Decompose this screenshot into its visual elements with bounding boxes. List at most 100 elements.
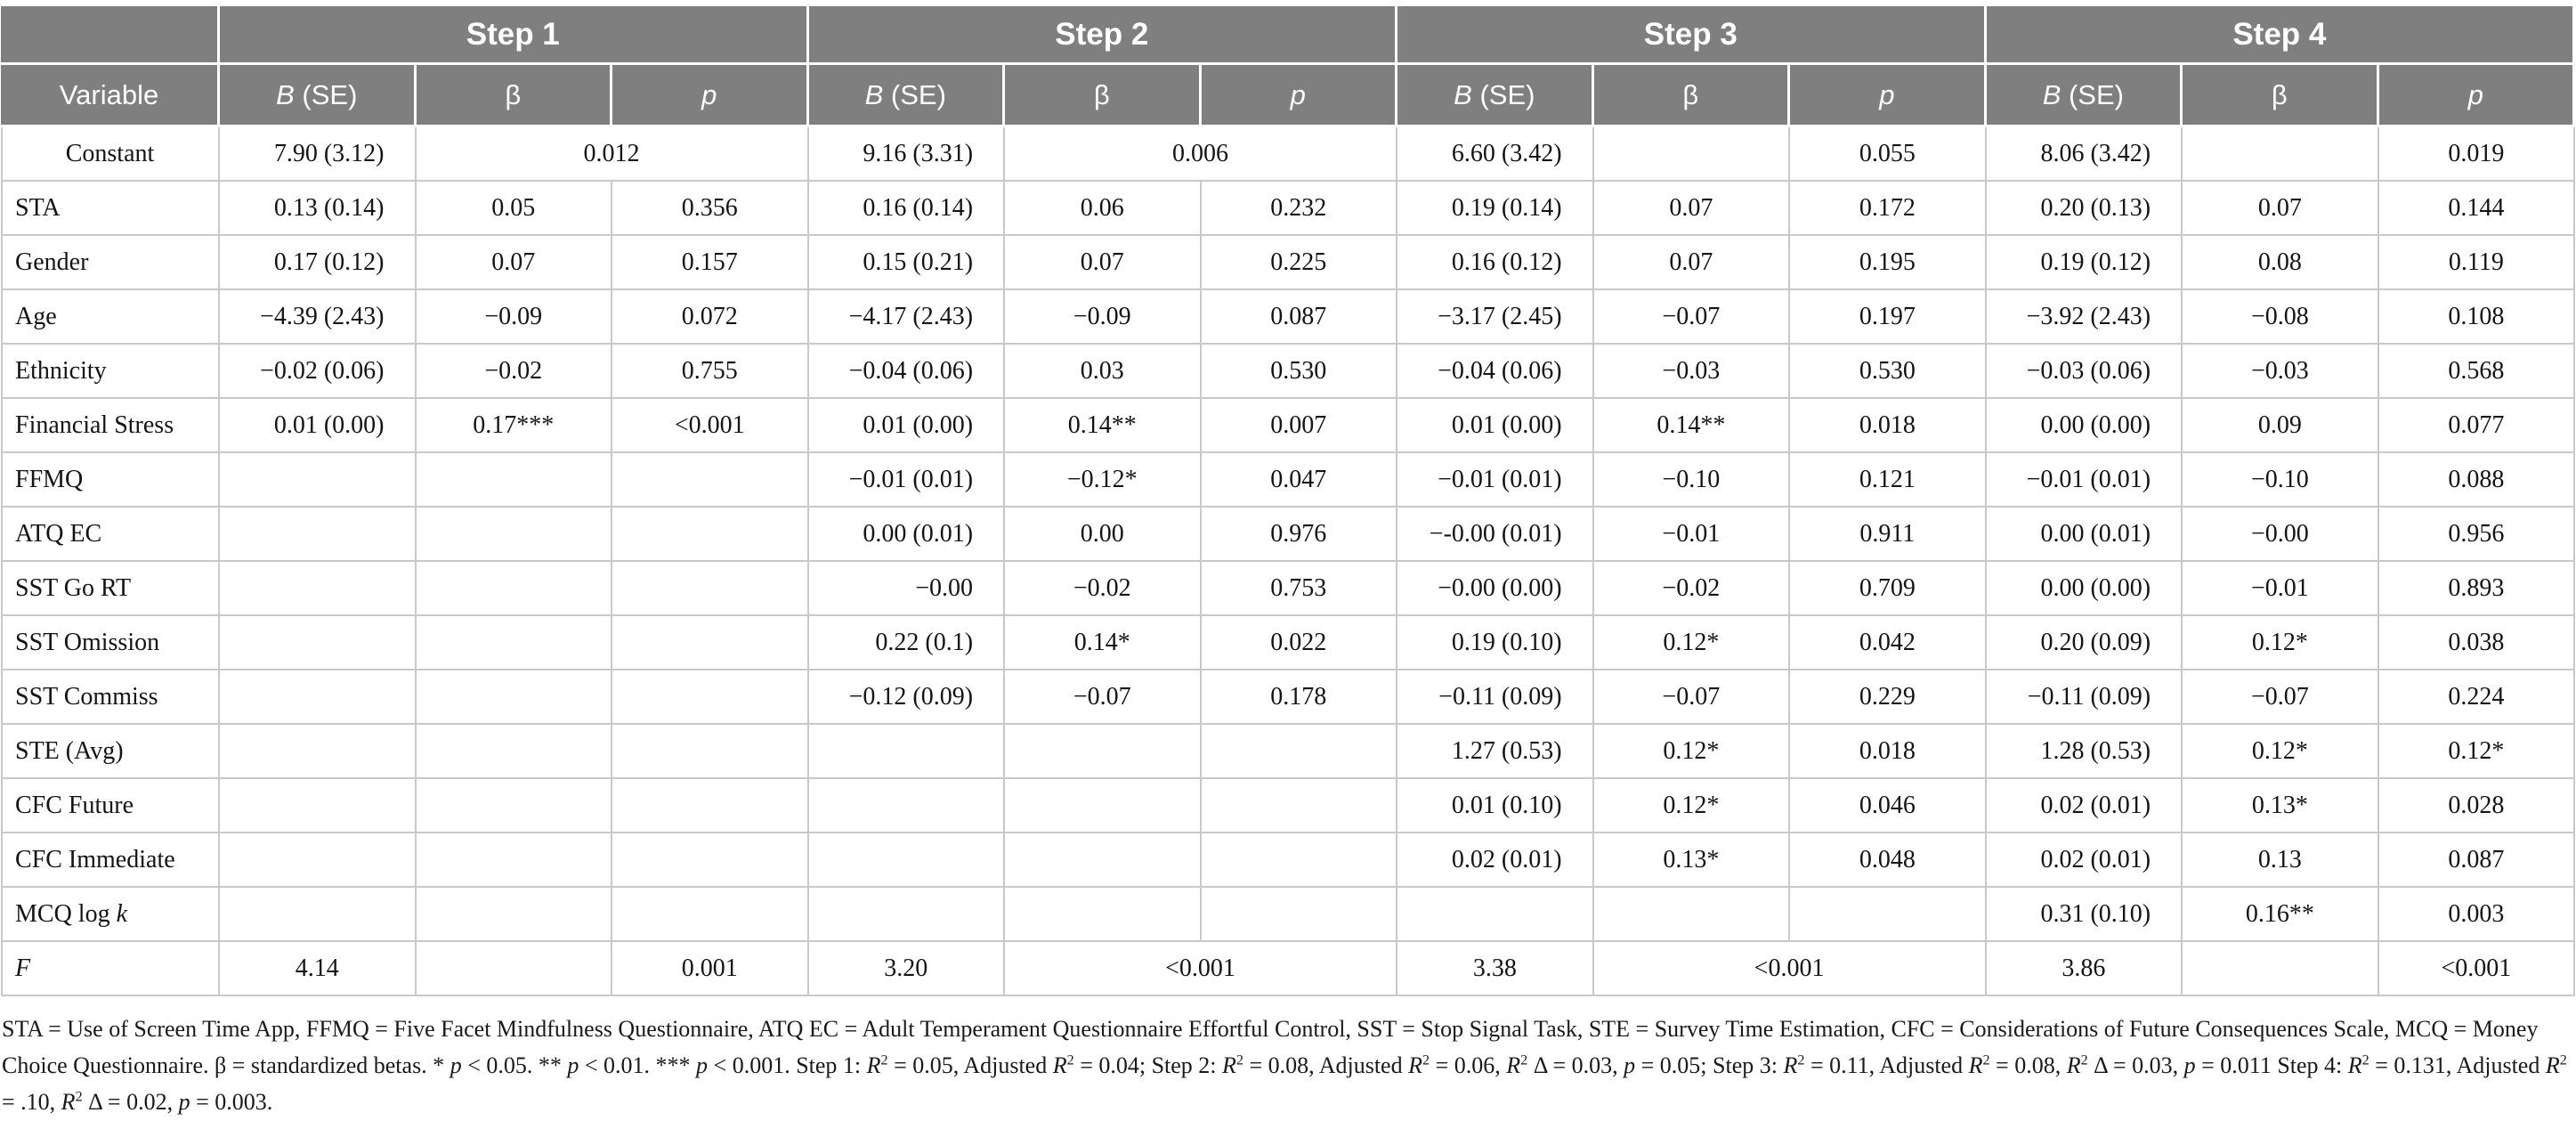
data-cell	[220, 779, 417, 833]
data-cell: 0.976	[1201, 508, 1398, 562]
data-cell: 0.08	[2183, 236, 2379, 290]
data-cell: 7.90 (3.12)	[220, 127, 417, 182]
data-cell: −0.10	[2183, 453, 2379, 508]
data-cell	[220, 453, 417, 508]
data-cell: −0.01 (0.01)	[808, 453, 1006, 508]
data-cell	[416, 453, 612, 508]
step-header-cell: Step 4	[1986, 6, 2576, 65]
data-cell: 0.17 (0.12)	[220, 236, 417, 290]
data-cell	[808, 725, 1006, 779]
data-cell: 0.356	[612, 182, 809, 236]
data-cell: 3.86	[1986, 942, 2183, 996]
data-cell: −0.12 (0.09)	[808, 670, 1006, 725]
data-cell: 0.12*	[1593, 725, 1791, 779]
data-cell: 0.753	[1201, 562, 1398, 616]
row-label-cell: CFC Immediate	[1, 833, 220, 888]
data-cell: 0.00 (0.00)	[1986, 399, 2183, 453]
data-cell: −0.11 (0.09)	[1986, 670, 2183, 725]
data-cell: 0.05	[416, 182, 612, 236]
row-label-cell: Constant	[1, 127, 220, 182]
column-header-cell: p	[1790, 65, 1987, 127]
data-cell: 0.006	[1005, 127, 1398, 182]
data-cell: 0.007	[1201, 399, 1398, 453]
data-cell: 0.14**	[1593, 399, 1791, 453]
row-label-cell: ATQ EC	[1, 508, 220, 562]
data-cell: 0.07	[2183, 182, 2379, 236]
data-cell	[612, 670, 809, 725]
data-cell	[1593, 888, 1791, 942]
row-label-cell: SST Go RT	[1, 562, 220, 616]
data-cell: 0.09	[2183, 399, 2379, 453]
data-cell: 0.088	[2378, 453, 2576, 508]
data-cell	[612, 725, 809, 779]
data-cell: 0.12*	[1593, 779, 1791, 833]
data-cell: 0.19 (0.14)	[1397, 182, 1594, 236]
data-cell: 0.16**	[2183, 888, 2379, 942]
data-cell: 0.144	[2378, 182, 2576, 236]
data-cell: 0.00 (0.01)	[1986, 508, 2183, 562]
data-cell: 0.077	[2378, 399, 2576, 453]
column-header-cell: p	[612, 65, 809, 127]
data-cell: 4.14	[220, 942, 417, 996]
data-cell: 0.02 (0.01)	[1986, 779, 2183, 833]
column-header-cell: β	[1005, 65, 1202, 127]
data-cell: 0.14**	[1005, 399, 1202, 453]
data-cell: 9.16 (3.31)	[808, 127, 1006, 182]
data-cell: −0.02	[1593, 562, 1791, 616]
step-header-cell: Step 2	[808, 6, 1398, 65]
data-cell: 1.27 (0.53)	[1397, 725, 1594, 779]
data-cell	[416, 725, 612, 779]
table-row: Ethnicity −0.02 (0.06) −0.02 0.755 −0.04 (0.…	[1, 345, 2576, 399]
data-cell: 0.20 (0.09)	[1986, 616, 2183, 670]
data-cell: −0.04 (0.06)	[1397, 345, 1594, 399]
data-cell	[612, 888, 809, 942]
data-cell: 0.14*	[1005, 616, 1202, 670]
table-body: Constant 7.90 (3.12) 0.012 9.16 (3.31) 0.006…	[1, 127, 2576, 996]
data-cell: 3.38	[1397, 942, 1594, 996]
data-cell: 0.12*	[1593, 616, 1791, 670]
data-cell: 0.20 (0.13)	[1986, 182, 2183, 236]
data-cell	[220, 725, 417, 779]
data-cell: <0.001	[1593, 942, 1987, 996]
data-cell	[1005, 725, 1202, 779]
data-cell: 0.195	[1790, 236, 1987, 290]
data-cell: 0.19 (0.10)	[1397, 616, 1594, 670]
column-header-cell: β	[2183, 65, 2379, 127]
row-label-cell: FFMQ	[1, 453, 220, 508]
column-header-cell: B (SE)	[220, 65, 417, 127]
data-cell: 0.12*	[2183, 725, 2379, 779]
data-cell: <0.001	[1005, 942, 1398, 996]
column-header-cell: p	[2378, 65, 2576, 127]
data-cell: −0.10	[1593, 453, 1791, 508]
data-cell	[220, 616, 417, 670]
data-cell: −3.92 (2.43)	[1986, 290, 2183, 345]
data-cell	[220, 508, 417, 562]
data-cell: 0.157	[612, 236, 809, 290]
data-cell: 8.06 (3.42)	[1986, 127, 2183, 182]
header-corner-cell	[1, 6, 220, 65]
column-header-cell: B (SE)	[1986, 65, 2183, 127]
data-cell: −0.12*	[1005, 453, 1202, 508]
variable-header-cell: Variable	[1, 65, 220, 127]
data-cell: 0.028	[2378, 779, 2576, 833]
data-cell: 0.568	[2378, 345, 2576, 399]
data-cell: 0.178	[1201, 670, 1398, 725]
data-cell: 0.01 (0.00)	[808, 399, 1006, 453]
table-row: CFC Future 0.01 (0.10) 0.12* 0.046 0.02 (0.0…	[1, 779, 2576, 833]
data-cell	[416, 833, 612, 888]
data-cell: 0.16 (0.12)	[1397, 236, 1594, 290]
data-cell: −0.01 (0.01)	[1986, 453, 2183, 508]
data-cell	[612, 779, 809, 833]
row-label-cell: STA	[1, 182, 220, 236]
data-cell: 0.00	[1005, 508, 1202, 562]
data-cell: 0.042	[1790, 616, 1987, 670]
data-cell: −0.02 (0.06)	[220, 345, 417, 399]
data-cell: 0.01 (0.00)	[1397, 399, 1594, 453]
table-header: Step 1 Step 2 Step 3 Step 4 Variable B (SE) β p…	[1, 6, 2576, 127]
data-cell	[220, 562, 417, 616]
step-header-cell: Step 1	[220, 6, 809, 65]
data-cell: 3.20	[808, 942, 1006, 996]
data-cell	[808, 833, 1006, 888]
data-cell: −4.17 (2.43)	[808, 290, 1006, 345]
